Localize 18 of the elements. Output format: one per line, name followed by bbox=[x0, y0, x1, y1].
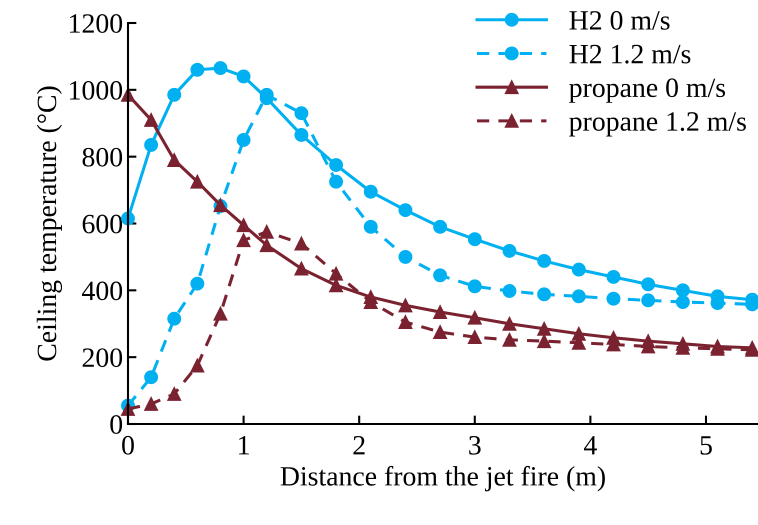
y-tick-label: 200 bbox=[82, 348, 122, 368]
y-tick-label: 0 bbox=[110, 415, 122, 434]
x-tick-label: 2 bbox=[353, 436, 365, 454]
y-tick-label: 400 bbox=[82, 282, 122, 300]
x-tick-label: 1 bbox=[239, 436, 249, 454]
legend-label: H2 0 m/s bbox=[569, 11, 670, 30]
y-axis-title: Ceiling temperature (°C) bbox=[36, 86, 62, 361]
legend-label: propane 0 m/s bbox=[569, 78, 726, 103]
y-tick-label: 600 bbox=[82, 214, 122, 234]
x-tick-label: 4 bbox=[584, 436, 597, 454]
y-tick-label: 1200 bbox=[70, 14, 122, 33]
y-tick-label: 800 bbox=[82, 148, 122, 167]
x-tick-label: 3 bbox=[469, 436, 481, 455]
x-tick-label: 5 bbox=[700, 436, 712, 455]
y-tick-label: 1000 bbox=[70, 81, 122, 100]
legend-label: H2 1.2 m/s bbox=[569, 44, 690, 64]
x-axis-title: Distance from the jet fire (m) bbox=[280, 466, 605, 492]
legend-label: propane 1.2 m/s bbox=[569, 112, 746, 136]
